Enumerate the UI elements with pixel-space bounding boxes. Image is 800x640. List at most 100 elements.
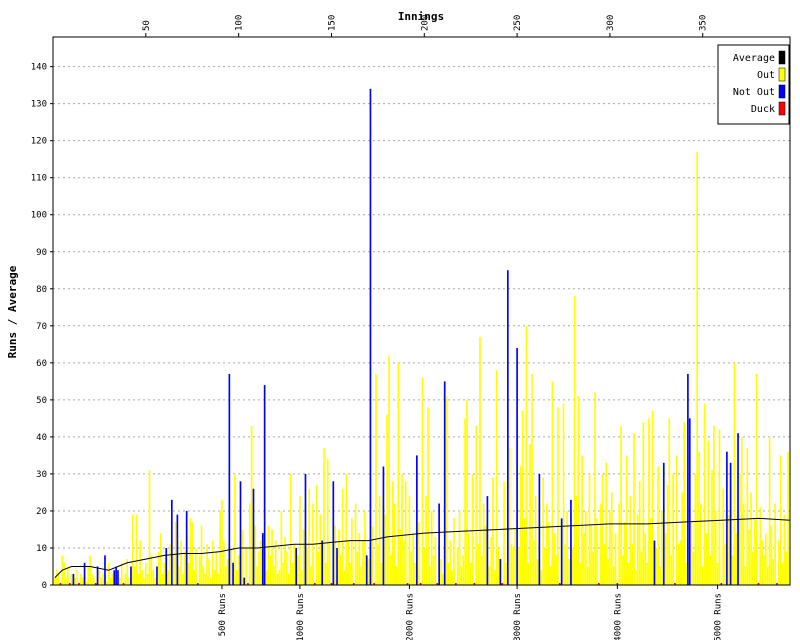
bar: [733, 362, 736, 585]
bar: [679, 540, 682, 585]
bar: [341, 488, 344, 585]
bar: [222, 540, 225, 585]
bar: [315, 485, 318, 585]
bar: [501, 583, 504, 585]
bar: [681, 492, 684, 585]
bar: [154, 577, 156, 585]
bar: [540, 570, 543, 585]
bar: [455, 583, 457, 585]
bar: [403, 540, 405, 585]
bar: [349, 562, 351, 585]
bar: [313, 583, 316, 585]
bar: [622, 555, 624, 585]
bar: [468, 533, 470, 585]
bar: [510, 544, 513, 585]
bar: [224, 566, 227, 585]
bar: [269, 555, 272, 585]
bar: [649, 518, 652, 585]
bar: [178, 566, 181, 585]
bar: [157, 551, 160, 585]
bar: [323, 448, 325, 585]
bar: [746, 448, 749, 585]
bar: [67, 566, 69, 585]
bar: [720, 583, 723, 585]
bar: [508, 448, 511, 585]
bar: [221, 499, 223, 585]
bar: [536, 559, 539, 585]
bar: [189, 518, 192, 585]
bar: [698, 451, 700, 585]
bar: [57, 573, 60, 585]
bar: [196, 583, 199, 585]
bar: [610, 492, 613, 585]
bar: [111, 573, 114, 585]
x2-tick-label: 500 Runs: [218, 593, 228, 636]
bar: [406, 583, 409, 585]
bar: [256, 566, 259, 585]
bar: [54, 577, 56, 585]
bar: [276, 573, 279, 585]
y-tick-label: 50: [36, 396, 47, 406]
bar: [128, 577, 130, 585]
bar: [447, 562, 450, 585]
y-tick-label: 0: [42, 581, 47, 591]
bar: [351, 518, 353, 585]
bar: [714, 510, 717, 585]
bar: [445, 396, 448, 585]
bar: [169, 544, 171, 585]
bar: [564, 544, 567, 585]
bar: [436, 583, 439, 585]
bar: [217, 573, 220, 585]
bar: [640, 551, 643, 585]
bar: [122, 583, 125, 585]
bar: [713, 425, 715, 585]
bar: [781, 562, 784, 585]
bar: [74, 577, 77, 585]
bar: [247, 583, 249, 585]
bar: [286, 551, 288, 585]
bar: [761, 540, 763, 585]
bar: [215, 551, 218, 585]
legend-label: Not Out: [733, 87, 775, 98]
bar: [519, 466, 522, 585]
bar: [282, 562, 285, 585]
bar: [373, 583, 375, 585]
bar: [629, 496, 632, 585]
bar: [538, 473, 541, 585]
bar: [100, 577, 103, 585]
bar: [182, 573, 184, 585]
bar: [636, 514, 639, 585]
bar: [707, 440, 710, 585]
bar: [525, 325, 528, 585]
bar: [423, 547, 426, 585]
bar: [701, 566, 704, 585]
bar: [547, 522, 550, 585]
bar: [685, 562, 687, 585]
bar: [588, 473, 591, 585]
bar: [198, 555, 201, 585]
bar: [163, 562, 166, 585]
bar: [458, 510, 461, 585]
bar: [258, 551, 260, 585]
bar: [692, 551, 695, 585]
bar: [237, 555, 240, 585]
bar: [566, 510, 569, 585]
bar: [219, 510, 221, 585]
bar: [748, 529, 750, 585]
bar: [675, 455, 678, 585]
bar: [759, 507, 762, 585]
bar: [716, 562, 719, 585]
bar: [106, 581, 108, 585]
bar: [456, 547, 459, 585]
bar: [599, 503, 602, 585]
bar: [718, 429, 721, 585]
bar: [397, 362, 400, 585]
bar: [302, 529, 305, 585]
bar: [688, 418, 691, 585]
bar: [737, 433, 739, 585]
x2-tick-label: 3000 Runs: [513, 593, 523, 640]
bar: [117, 570, 119, 585]
bar: [289, 473, 292, 585]
x-tick-label: 100: [235, 15, 245, 31]
